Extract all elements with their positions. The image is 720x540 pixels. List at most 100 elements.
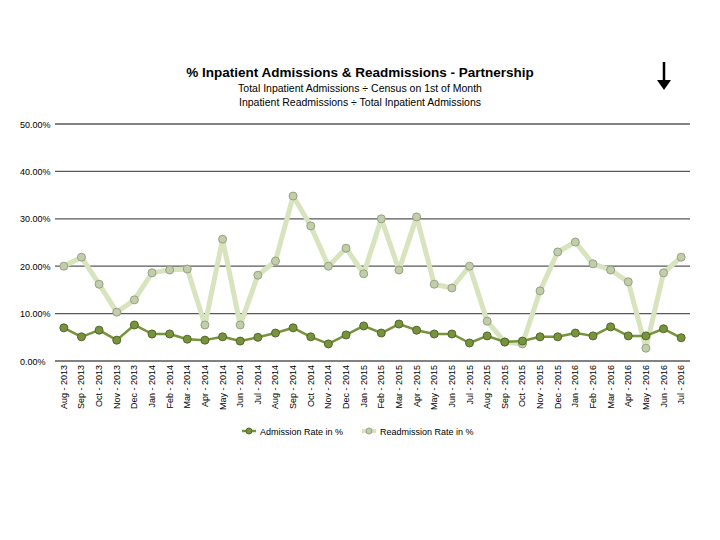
legend-label: Admission Rate in % — [260, 427, 343, 437]
series-marker — [342, 244, 350, 252]
series-marker — [518, 337, 526, 345]
series-marker — [589, 260, 597, 268]
series-marker — [607, 266, 615, 274]
title: % Inpatient Admissions & Readmissions - … — [186, 65, 534, 80]
x-tick-label: Sep - 2015 — [500, 365, 510, 409]
series-marker — [642, 344, 650, 352]
x-tick-label: May - 2015 — [429, 365, 439, 410]
series-marker — [113, 336, 121, 344]
x-tick-label: Dec - 2013 — [129, 365, 139, 409]
series-marker — [571, 329, 579, 337]
series-marker — [554, 248, 562, 256]
series-marker — [466, 339, 474, 347]
series-line — [64, 196, 681, 348]
x-tick-label: Jan - 2016 — [570, 365, 580, 408]
x-tick-label: Jun - 2015 — [447, 365, 457, 408]
chart-container: % Inpatient Admissions & Readmissions - … — [0, 0, 720, 540]
series-marker — [360, 270, 368, 278]
series-marker — [77, 333, 85, 341]
x-tick-label: Aug - 2014 — [270, 365, 280, 409]
series-marker — [289, 192, 297, 200]
series-marker — [254, 271, 262, 279]
series-marker — [377, 215, 385, 223]
series-marker — [554, 333, 562, 341]
series-marker — [413, 326, 421, 334]
series-marker — [624, 278, 632, 286]
series-marker — [236, 337, 244, 345]
x-tick-label: Jan - 2014 — [147, 365, 157, 408]
grid-line — [55, 218, 690, 219]
series-marker — [130, 321, 138, 329]
x-tick-label: Jun - 2014 — [235, 365, 245, 408]
series-marker — [271, 257, 279, 265]
arrow-icon-head — [657, 80, 671, 90]
y-tick-label: 10.00% — [20, 309, 51, 319]
series-marker — [413, 213, 421, 221]
legend-marker — [246, 428, 252, 434]
chart-svg: % Inpatient Admissions & Readmissions - … — [0, 0, 720, 540]
subtitle: Total Inpatient Admissions ÷ Census on 1… — [238, 82, 482, 94]
x-tick-label: Sep - 2014 — [288, 365, 298, 409]
y-tick-label: 20.00% — [20, 262, 51, 272]
series-marker — [395, 266, 403, 274]
series-marker — [324, 262, 332, 270]
x-tick-label: Nov - 2015 — [535, 365, 545, 409]
background — [0, 0, 720, 540]
series-marker — [483, 317, 491, 325]
series-marker — [219, 333, 227, 341]
series-marker — [342, 331, 350, 339]
series-marker — [624, 332, 632, 340]
x-tick-label: Oct - 2014 — [306, 365, 316, 407]
series-marker — [642, 332, 650, 340]
series-marker — [60, 262, 68, 270]
x-tick-label: Apr - 2014 — [200, 365, 210, 407]
x-tick-label: Feb - 2016 — [588, 365, 598, 409]
x-tick-label: Dec - 2014 — [341, 365, 351, 409]
grid-line — [55, 360, 690, 361]
series-marker — [95, 326, 103, 334]
plot-area — [60, 192, 685, 352]
legend-swatch — [362, 429, 376, 433]
x-tick-label: Mar - 2016 — [606, 365, 616, 409]
x-tick-label: Apr - 2016 — [623, 365, 633, 407]
x-tick-label: Aug - 2015 — [482, 365, 492, 409]
x-tick-label: Apr - 2015 — [412, 365, 422, 407]
series-marker — [677, 253, 685, 261]
y-tick-label: 50.00% — [20, 120, 51, 130]
grid-line — [55, 123, 690, 124]
series-marker — [60, 324, 68, 332]
series-marker — [201, 321, 209, 329]
series-marker — [201, 336, 209, 344]
x-tick-label: Jul - 2015 — [465, 365, 475, 405]
x-tick-label: Sep - 2013 — [76, 365, 86, 409]
series-marker — [589, 332, 597, 340]
y-tick-label: 30.00% — [20, 214, 51, 224]
x-tick-label: Oct - 2013 — [94, 365, 104, 407]
series-marker — [148, 269, 156, 277]
series-marker — [448, 284, 456, 292]
series-marker — [95, 280, 103, 288]
series-marker — [183, 265, 191, 273]
series-marker — [483, 332, 491, 340]
series-marker — [466, 262, 474, 270]
series-marker — [430, 330, 438, 338]
x-tick-label: May - 2016 — [641, 365, 651, 410]
series-marker — [360, 322, 368, 330]
series-marker — [677, 334, 685, 342]
series-marker — [501, 338, 509, 346]
series-marker — [307, 333, 315, 341]
series-marker — [501, 338, 509, 346]
series-marker — [219, 235, 227, 243]
series-marker — [395, 320, 403, 328]
x-tick-label: Nov - 2014 — [323, 365, 333, 409]
x-tick-label: Jul - 2016 — [676, 365, 686, 405]
grid-line — [55, 313, 690, 314]
x-tick-label: Feb - 2015 — [376, 365, 386, 409]
y-tick-label: 40.00% — [20, 167, 51, 177]
series-marker — [77, 253, 85, 261]
grid-line — [55, 171, 690, 172]
legend-marker — [366, 428, 372, 434]
series-marker — [536, 287, 544, 295]
series-marker — [236, 321, 244, 329]
series-marker — [271, 329, 279, 337]
